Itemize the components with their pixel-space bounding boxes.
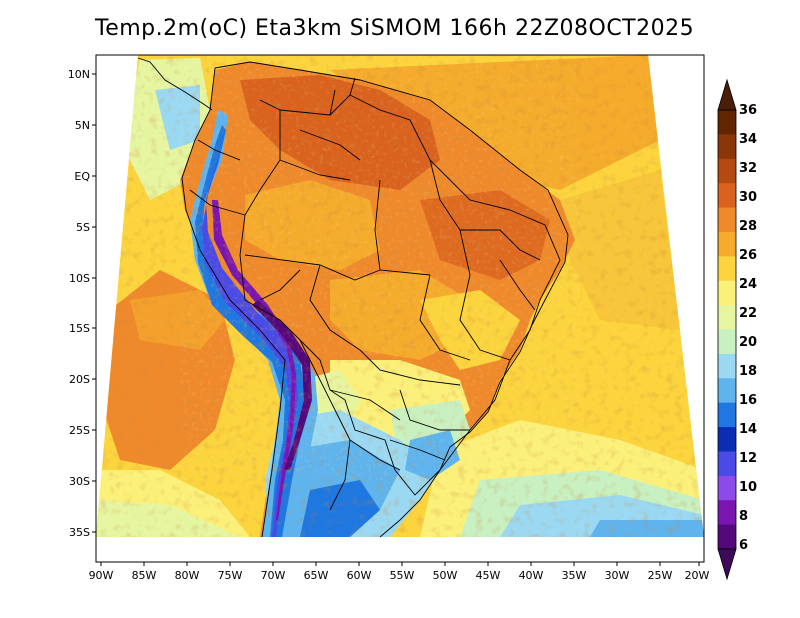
colorbar-label-24: 24	[739, 277, 757, 292]
map-title: Temp.2m(oC) Eta3km SiSMOM 166h 22Z08OCT2…	[95, 16, 695, 41]
colorbar-label-34: 34	[739, 132, 757, 147]
plot-frame	[95, 54, 705, 563]
colorbar-swatch	[718, 475, 736, 501]
temperature-field	[96, 55, 704, 537]
colorbar-low-extend	[717, 548, 737, 581]
colorbar: 36 34 32 30 28 26 24 22 20 18 16 14 12 1…	[717, 78, 757, 581]
lon-label-45w: 45W	[476, 569, 501, 582]
lat-label-5s: 5S	[76, 221, 90, 234]
colorbar-label-8: 8	[739, 509, 748, 524]
colorbar-label-28: 28	[739, 219, 757, 234]
longitude-axis: 90W 85W 80W 75W 70W 65W 60W 55W 50W 45W …	[89, 562, 710, 582]
lon-label-25w: 25W	[648, 569, 673, 582]
lat-label-5n: 5N	[75, 119, 90, 132]
lon-label-80w: 80W	[175, 569, 200, 582]
lat-label-10s: 10S	[69, 272, 90, 285]
colorbar-swatch	[718, 353, 736, 379]
lat-label-10n: 10N	[68, 68, 90, 81]
colorbar-swatch	[718, 110, 736, 135]
colorbar-label-10: 10	[739, 480, 757, 495]
colorbar-swatch	[718, 451, 736, 477]
colorbar-label-32: 32	[739, 161, 757, 176]
colorbar-label-20: 20	[739, 335, 757, 350]
lon-label-55w: 55W	[390, 569, 415, 582]
lat-label-15s: 15S	[69, 322, 90, 335]
colorbar-label-6: 6	[739, 538, 748, 553]
lon-label-50w: 50W	[433, 569, 458, 582]
colorbar-swatch	[718, 329, 736, 355]
colorbar-label-26: 26	[739, 248, 757, 263]
colorbar-swatch	[718, 402, 736, 428]
lat-label-25s: 25S	[69, 424, 90, 437]
lon-label-35w: 35W	[562, 569, 587, 582]
lon-label-85w: 85W	[132, 569, 157, 582]
colorbar-swatch	[718, 207, 736, 233]
colorbar-swatch	[718, 134, 736, 160]
colorbar-label-36: 36	[739, 103, 757, 118]
political-borders	[181, 61, 569, 537]
colorbar-swatch	[718, 256, 736, 282]
lat-label-35s: 35S	[69, 526, 90, 539]
latitude-axis: 10N 5N EQ 5S 10S 15S 20S 25S 30S 35S	[68, 68, 96, 539]
colorbar-swatch	[718, 378, 736, 404]
colorbar-label-22: 22	[739, 306, 757, 321]
colorbar-swatch	[718, 427, 736, 452]
lon-label-60w: 60W	[347, 569, 372, 582]
colorbar-swatch	[718, 183, 736, 209]
colorbar-swatch	[718, 280, 736, 306]
colorbar-label-16: 16	[739, 393, 757, 408]
lon-label-30w: 30W	[605, 569, 630, 582]
colorbar-label-12: 12	[739, 451, 757, 466]
lat-label-30s: 30S	[69, 475, 90, 488]
colorbar-label-30: 30	[739, 190, 757, 205]
lon-label-20w: 20W	[685, 569, 710, 582]
central-america-coast	[137, 57, 213, 111]
lat-label-20s: 20S	[69, 373, 90, 386]
lon-label-70w: 70W	[261, 569, 286, 582]
colorbar-swatch	[718, 500, 736, 526]
lon-label-90w: 90W	[89, 569, 114, 582]
colorbar-swatch	[718, 231, 736, 257]
lon-label-40w: 40W	[519, 569, 544, 582]
colorbar-swatch	[718, 305, 736, 330]
lat-label-eq: EQ	[74, 170, 90, 183]
colorbar-swatch	[718, 158, 736, 184]
colorbar-label-14: 14	[739, 422, 757, 437]
lon-label-75w: 75W	[218, 569, 243, 582]
colorbar-swatch	[718, 524, 736, 550]
colorbar-high-extend	[717, 78, 737, 111]
lon-label-65w: 65W	[304, 569, 329, 582]
colorbar-label-18: 18	[739, 364, 757, 379]
